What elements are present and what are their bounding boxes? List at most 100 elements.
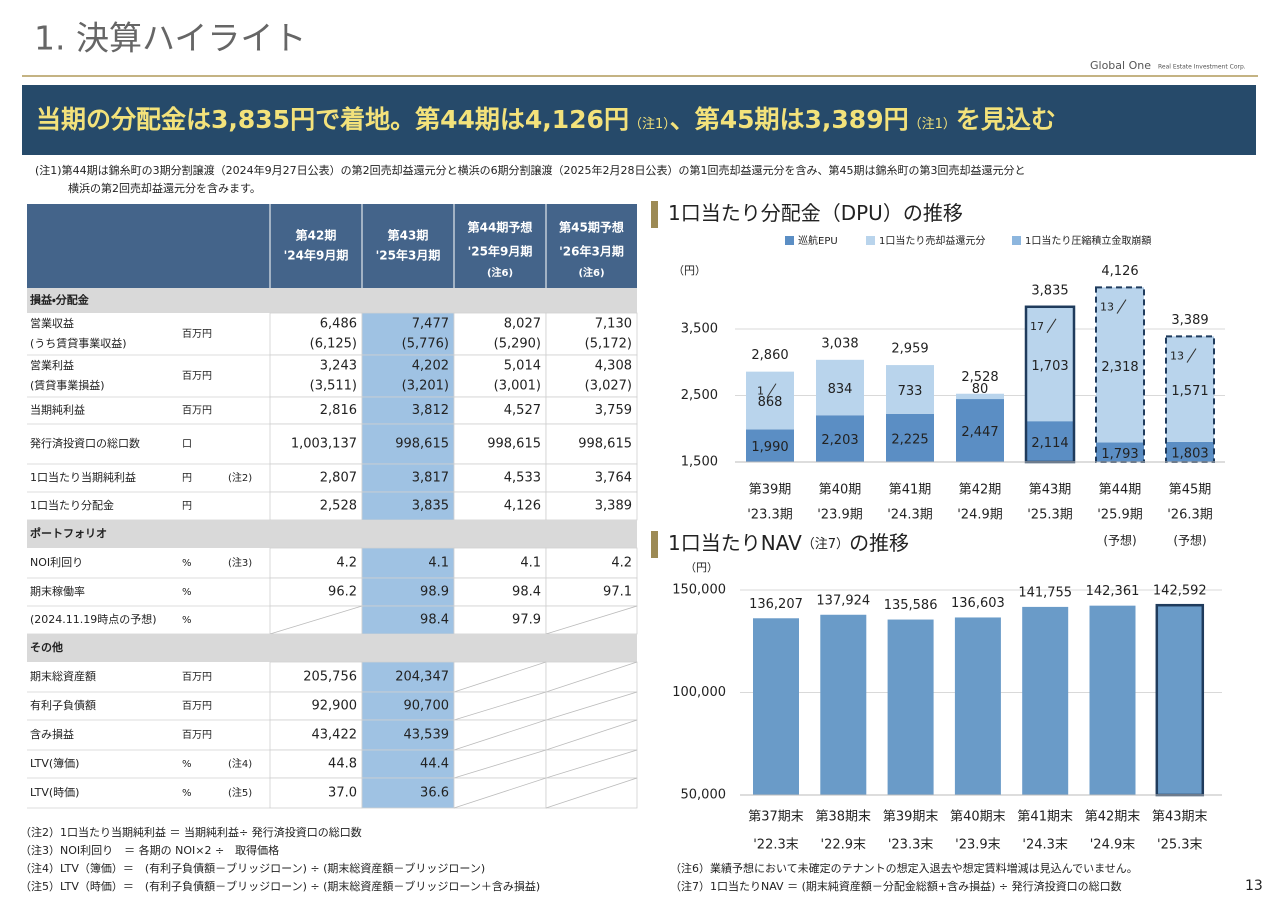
bar-value-label: 142,361 [1086,584,1140,599]
x-tick-date: '22.9末 [821,838,867,853]
x-tick-label: 第44期 [1099,482,1142,498]
x-tick-note: (予想) [1103,533,1136,548]
table-cell [269,749,363,779]
empty-cell-diagonal [453,691,547,721]
cell-value: 998,615 [395,437,449,452]
cell-value: 4,308 [595,359,632,374]
leader-line [1186,348,1197,363]
x-tick-label: 第42期末 [1085,809,1141,825]
bar-value-label: 1,703 [1031,359,1068,374]
cell-value: 3,812 [412,403,449,418]
empty-cell-diagonal [545,605,638,635]
y-tick-label: 3,500 [681,322,718,337]
logo-sub: Real Estate Investment Corp. [1158,64,1246,71]
table-cell [269,661,363,693]
cell-value: 998,615 [487,437,541,452]
cell-value: (5,776) [402,337,449,352]
row-label: 営業利益 [30,358,74,372]
cell-value: 44.8 [328,757,357,772]
x-tick-date: '26.3期 [1167,508,1213,523]
row-unit: 円 [182,473,192,484]
cell-value: 96.2 [328,585,357,600]
x-tick-label: 第38期末 [816,809,872,825]
cell-value: 998,615 [578,437,632,452]
cell-value: 4,202 [412,359,449,374]
table-cell [453,463,547,493]
cell-value: 205,756 [303,670,357,685]
x-tick-date: '25.3末 [1157,838,1203,853]
column-header: 第45期予想 [558,220,624,235]
x-tick-note: (予想) [1173,533,1206,548]
cell-value: 97.1 [603,585,632,600]
cell-value: 4,533 [504,471,541,486]
empty-cell-diagonal [545,719,638,751]
total-label: 2,959 [891,342,928,357]
cell-value: (3,511) [310,379,357,394]
bar-segment [746,429,794,462]
cell-value: 2,807 [320,471,357,486]
section-row [27,520,637,548]
row-note: (注4) [228,757,252,770]
table-cell [545,423,638,465]
cell-value: 4,126 [504,499,541,514]
row-label: 含み損益 [30,727,74,741]
bar-segment [1026,421,1074,462]
cell-value: 43,422 [312,728,358,743]
column-header: 第43期 [387,228,429,243]
bar-outline [1165,335,1215,463]
bar-value-label: 2,447 [961,425,998,440]
cell-value: (5,290) [494,337,541,352]
bar-value-label: 2,114 [1031,436,1068,451]
empty-cell-diagonal [269,605,363,635]
column-header: '25年9月期 [468,244,533,259]
y-tick-label: 100,000 [672,685,726,700]
empty-cell-diagonal [453,719,547,751]
bar-value-label: 136,207 [749,597,803,612]
table-cell [269,491,363,521]
row-label: 1口当たり分配金 [30,498,114,512]
x-tick-date: '22.3末 [753,838,799,853]
column-header: (注6) [487,266,513,279]
x-tick-label: 第39期 [749,482,792,498]
row-label: LTV(時価) [30,786,79,799]
bar-value-label: 733 [898,384,923,399]
bar-segment [1166,337,1214,442]
bar [1022,606,1069,795]
note-line: 横浜の第2回売却益還元分を含みます。 [68,181,261,195]
table-cell [453,605,547,635]
banner-text: を見込む [955,105,1056,134]
row-note: (注3) [228,556,252,569]
x-tick-date: '25.9期 [1097,508,1143,523]
x-tick-date: '23.3期 [747,508,793,523]
row-unit: % [182,759,192,770]
table-cell [269,777,363,809]
y-tick-label: 1,500 [681,455,718,470]
section-row [27,634,637,662]
footnote: （注5）LTV（時価）＝ (有利子負債額－ブリッジローン) ÷ (期末総資産額－… [20,879,540,893]
table-cell [545,354,638,398]
total-label: 3,835 [1031,283,1068,298]
cell-value: 90,700 [404,699,450,714]
x-tick-label: 第40期末 [950,809,1006,825]
row-label: 発行済投資口の総口数 [30,436,140,450]
cell-value: 8,027 [504,317,541,332]
bar-value-label: 13 [1100,301,1114,314]
bar-segment [1026,307,1074,422]
row-unit: 百万円 [182,671,212,683]
row-note: (注5) [228,786,252,799]
cell-value: 2,528 [320,499,357,514]
row-label: (賃貸事業損益) [30,378,105,392]
chart-title-marker [651,201,658,228]
empty-cell-diagonal [545,661,638,693]
leader-line [766,383,777,398]
page-title: 1. 決算ハイライト [34,19,306,58]
table-cell [269,463,363,493]
row-unit: 円 [182,501,192,512]
column-header: 第42期 [295,228,337,243]
footnote: （注4）LTV（簿価）＝ (有利子負債額－ブリッジローン) ÷ (期末総資産額－… [20,861,485,875]
x-tick-label: 第43期末 [1152,809,1208,825]
table-cell [269,354,363,398]
row-label: LTV(簿価) [30,756,79,770]
table-cell [361,354,455,398]
bar-value-label: 135,586 [884,598,938,613]
